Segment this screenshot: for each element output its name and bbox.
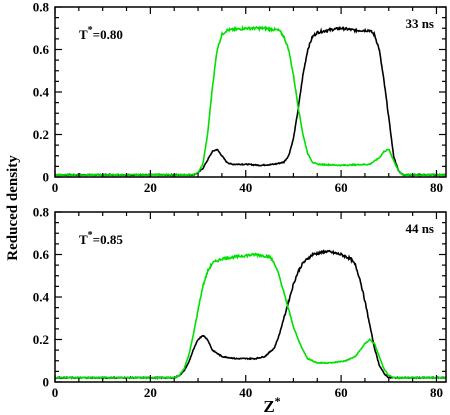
- x-axis-label-main: Z: [263, 397, 274, 415]
- x-tick-label: 80: [430, 180, 443, 195]
- x-tick-label: 20: [144, 180, 157, 195]
- x-tick-label: 40: [239, 385, 252, 400]
- y-tick-label: 0.2: [33, 127, 49, 142]
- x-tick-label: 40: [239, 180, 252, 195]
- panels-group: 0 20 40 60 80 0 0.2 0.4 0.6 0.8 T*=0.80 33 ns 0 20 40 6…: [33, 0, 447, 400]
- y-tick-label: 0: [43, 375, 50, 390]
- temperature-annotation: T*=0.80: [79, 25, 123, 42]
- y-tick-label: 0.6: [33, 42, 50, 57]
- time-annotation: 44 ns: [405, 221, 434, 236]
- series-green-line: [54, 24, 446, 177]
- y-tick-label: 0.4: [33, 290, 50, 305]
- temperature-annotation: T*=0.85: [79, 230, 123, 247]
- panel-2: 0 20 40 60 80 0 0.2 0.4 0.6 0.8 T*=0.85 44 ns: [33, 205, 447, 400]
- series-black-line: [54, 25, 447, 177]
- time-annotation: 33 ns: [405, 16, 434, 31]
- series-green-line: [54, 252, 446, 380]
- panel-1: 0 20 40 60 80 0 0.2 0.4 0.6 0.8 T*=0.80 33 ns: [33, 0, 447, 195]
- y-tick-label: 0.2: [33, 332, 49, 347]
- y-tick-label: 0.8: [33, 205, 50, 220]
- y-tick-label: 0.4: [33, 85, 50, 100]
- y-axis-label: Reduced density: [5, 155, 21, 261]
- series-black-line: [54, 249, 447, 380]
- y-tick-label: 0: [43, 170, 50, 185]
- x-tick-label: 0: [52, 180, 59, 195]
- y-tick-label: 0.8: [33, 0, 50, 15]
- x-tick-label: 60: [335, 180, 348, 195]
- y-tick-label: 0.6: [33, 247, 50, 262]
- x-axis-label-sup: *: [275, 394, 281, 408]
- x-axis-label: Z*: [263, 394, 280, 415]
- x-tick-label: 20: [144, 385, 157, 400]
- x-tick-label: 0: [52, 385, 59, 400]
- x-tick-label: 60: [335, 385, 348, 400]
- x-tick-label: 80: [430, 385, 443, 400]
